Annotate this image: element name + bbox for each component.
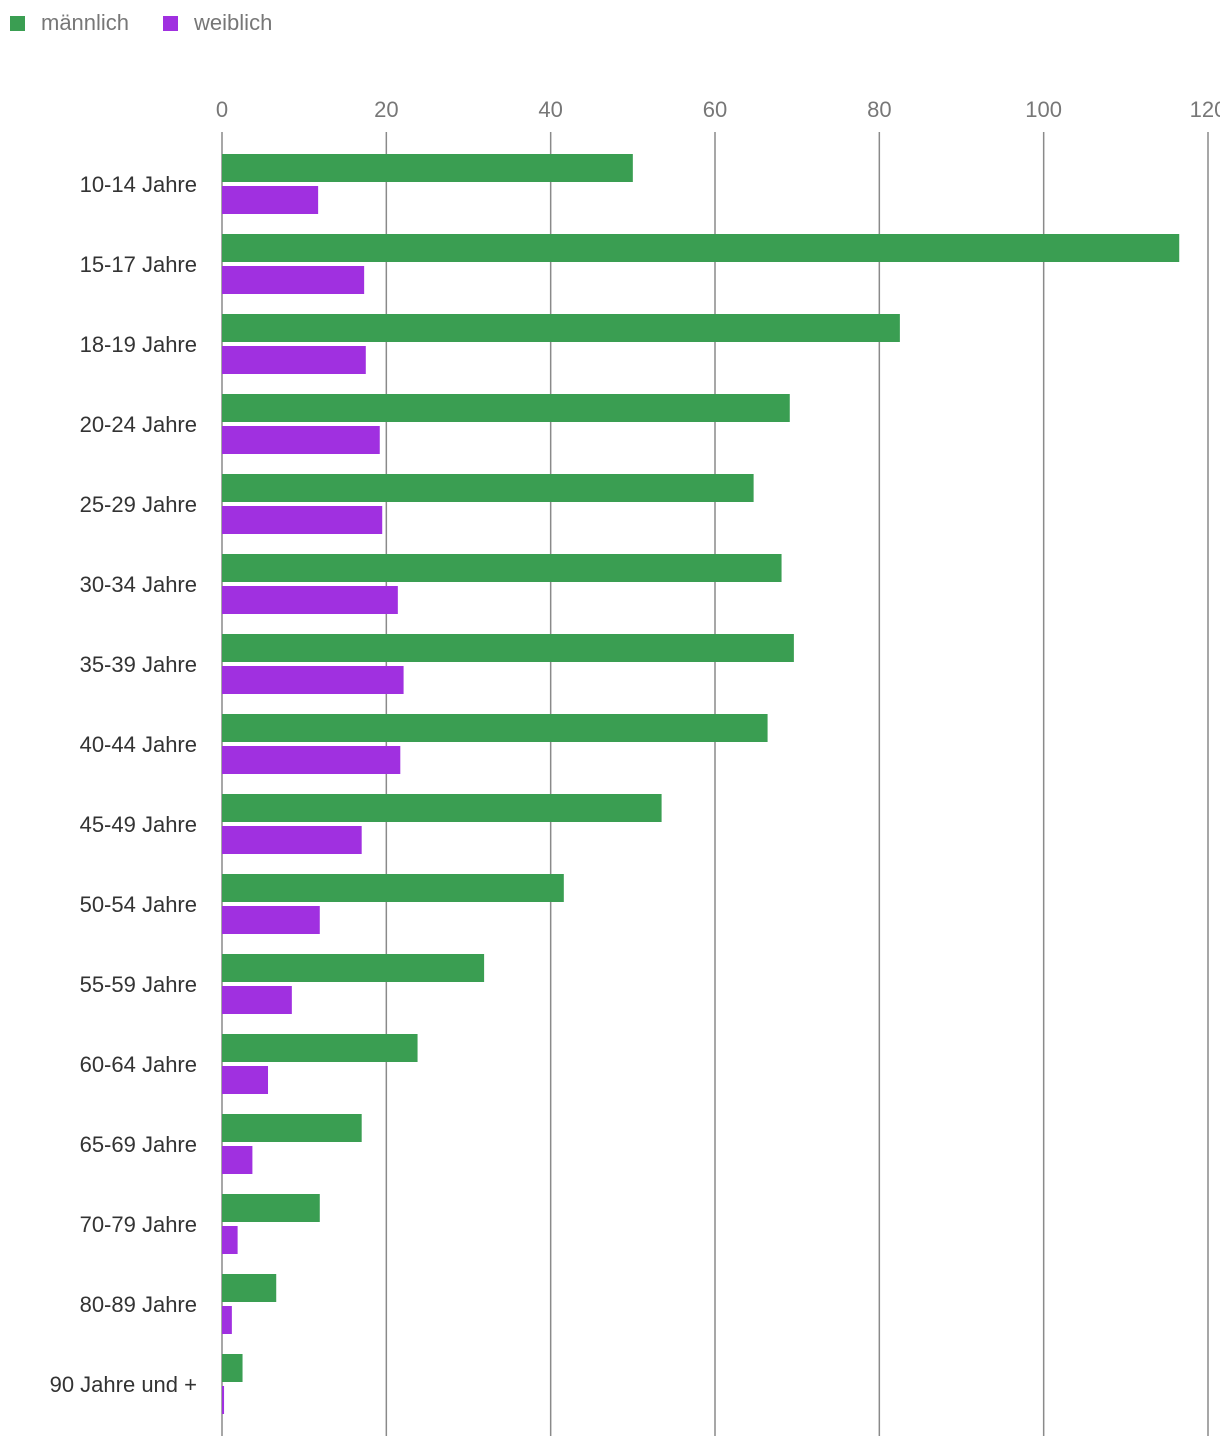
category-label-13: 70-79 Jahre (80, 1212, 197, 1237)
bar-weiblich-15[interactable] (222, 1386, 225, 1414)
bar-weiblich-0[interactable] (222, 186, 319, 214)
bar-weiblich-10[interactable] (222, 986, 292, 1014)
bar-maennlich-8[interactable] (222, 794, 662, 822)
legend-swatch-weiblich (163, 15, 179, 31)
bar-weiblich-7[interactable] (222, 746, 401, 774)
bar-weiblich-14[interactable] (222, 1306, 232, 1334)
bar-maennlich-7[interactable] (222, 714, 768, 742)
category-label-4: 25-29 Jahre (80, 492, 197, 517)
bar-weiblich-6[interactable] (222, 666, 404, 694)
bar-weiblich-9[interactable] (222, 906, 320, 934)
category-label-8: 45-49 Jahre (80, 812, 197, 837)
bar-weiblich-1[interactable] (222, 266, 365, 294)
bar-maennlich-12[interactable] (222, 1114, 362, 1142)
bar-weiblich-2[interactable] (222, 346, 366, 374)
x-tick-label-60: 60 (703, 97, 727, 122)
category-label-7: 40-44 Jahre (80, 732, 197, 757)
bar-weiblich-8[interactable] (222, 826, 362, 854)
legend-label-weiblich: weiblich (194, 10, 273, 35)
x-tick-label-0: 0 (216, 97, 228, 122)
bar-weiblich-4[interactable] (222, 506, 383, 534)
x-tick-label-100: 100 (1025, 97, 1062, 122)
category-label-6: 35-39 Jahre (80, 652, 197, 677)
legend-item-weiblich[interactable]: weiblich (163, 10, 272, 36)
bar-maennlich-13[interactable] (222, 1194, 320, 1222)
x-tick-label-120: 120 (1190, 97, 1220, 122)
category-label-1: 15-17 Jahre (80, 252, 197, 277)
bar-maennlich-2[interactable] (222, 314, 900, 342)
x-tick-label-40: 40 (538, 97, 562, 122)
bar-maennlich-15[interactable] (222, 1354, 243, 1382)
category-label-14: 80-89 Jahre (80, 1292, 197, 1317)
x-tick-label-80: 80 (867, 97, 891, 122)
bar-maennlich-1[interactable] (222, 234, 1180, 262)
legend: männlich weiblich (10, 10, 306, 36)
bar-weiblich-11[interactable] (222, 1066, 269, 1094)
bar-weiblich-5[interactable] (222, 586, 398, 614)
bar-maennlich-9[interactable] (222, 874, 564, 902)
bar-maennlich-10[interactable] (222, 954, 485, 982)
category-label-0: 10-14 Jahre (80, 172, 197, 197)
bar-weiblich-12[interactable] (222, 1146, 253, 1174)
category-label-15: 90 Jahre und + (50, 1372, 197, 1397)
bar-maennlich-4[interactable] (222, 474, 754, 502)
category-label-3: 20-24 Jahre (80, 412, 197, 437)
bar-maennlich-14[interactable] (222, 1274, 277, 1302)
legend-item-maennlich[interactable]: männlich (10, 10, 129, 36)
bar-maennlich-11[interactable] (222, 1034, 418, 1062)
legend-label-maennlich: männlich (41, 10, 130, 35)
category-label-9: 50-54 Jahre (80, 892, 197, 917)
category-label-11: 60-64 Jahre (80, 1052, 197, 1077)
legend-swatch-maennlich (10, 15, 25, 31)
x-tick-label-20: 20 (374, 97, 398, 122)
bar-maennlich-6[interactable] (222, 634, 794, 662)
category-label-5: 30-34 Jahre (80, 572, 197, 597)
category-label-2: 18-19 Jahre (80, 332, 197, 357)
bar-weiblich-13[interactable] (222, 1226, 238, 1254)
bar-weiblich-3[interactable] (222, 426, 380, 454)
category-label-10: 55-59 Jahre (80, 972, 197, 997)
bar-maennlich-5[interactable] (222, 554, 782, 582)
bar-maennlich-3[interactable] (222, 394, 790, 422)
category-label-12: 65-69 Jahre (80, 1132, 197, 1157)
bar-maennlich-0[interactable] (222, 154, 633, 182)
